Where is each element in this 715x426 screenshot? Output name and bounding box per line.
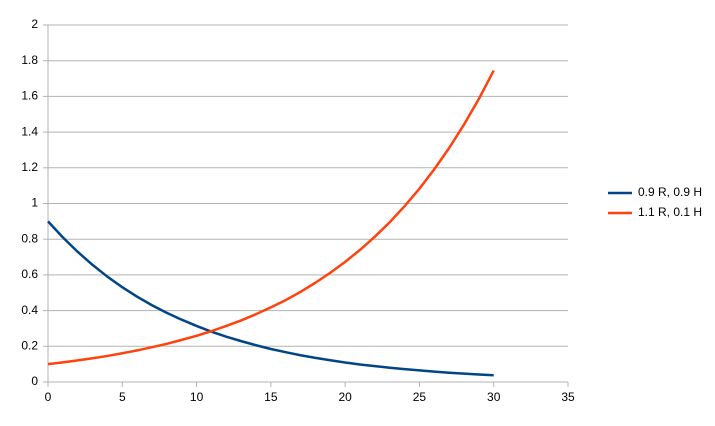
x-tick-label: 15 [264, 390, 278, 404]
y-tick-label: 1.8 [21, 53, 38, 67]
line [47, 69, 495, 366]
x-tick-label: 10 [190, 390, 204, 404]
y-tick-label: 0.4 [21, 303, 38, 317]
y-tick-label: 1.2 [21, 160, 38, 174]
x-tick-label: 35 [561, 390, 575, 404]
y-tick-label: 0.2 [21, 338, 38, 352]
line [47, 220, 494, 377]
y-tick-label: 1.4 [21, 124, 38, 138]
legend-label: 0.9 R, 0.9 H [638, 185, 702, 199]
y-tick-label: 1 [31, 196, 38, 210]
x-tick-label: 5 [119, 390, 126, 404]
x-tick-label: 0 [45, 390, 52, 404]
y-tick-label: 0.6 [21, 267, 38, 281]
legend-label: 1.1 R, 0.1 H [638, 205, 702, 219]
y-tick-label: 0 [31, 374, 38, 388]
y-tick-label: 1.6 [21, 89, 38, 103]
x-tick-label: 30 [487, 390, 501, 404]
x-tick-label: 20 [338, 390, 352, 404]
x-tick-label: 25 [413, 390, 427, 404]
y-tick-label: 0.8 [21, 231, 38, 245]
y-tick-label: 2 [31, 17, 38, 31]
